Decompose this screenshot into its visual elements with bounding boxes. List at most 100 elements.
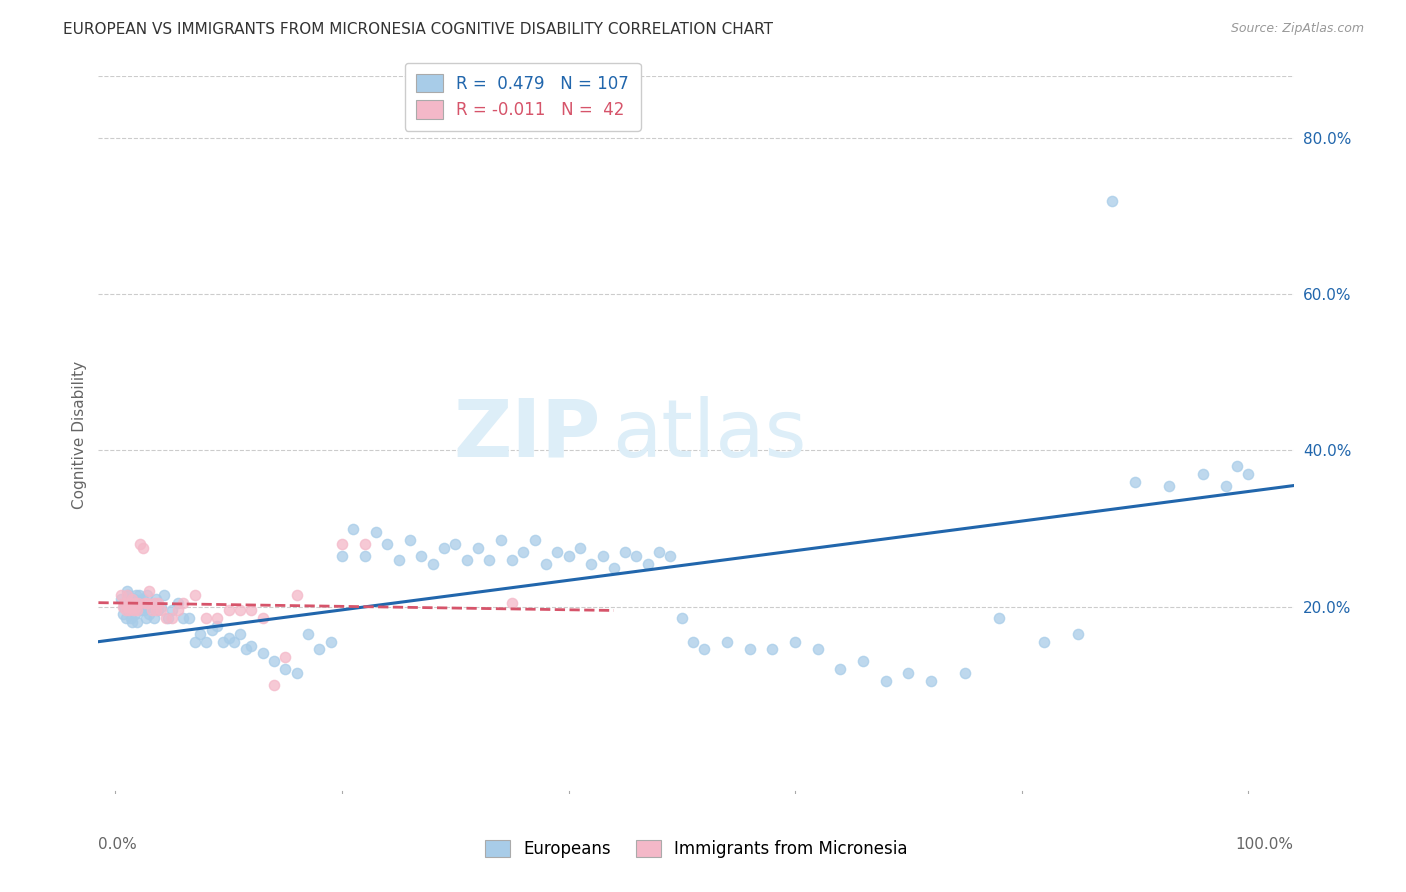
Point	[120, 599, 142, 614]
Point	[478, 552, 501, 567]
Point	[467, 541, 489, 555]
Point	[603, 560, 626, 574]
Point	[592, 549, 614, 563]
Point	[148, 603, 170, 617]
Point	[512, 545, 534, 559]
Point	[112, 599, 135, 614]
Point	[252, 646, 274, 660]
Point	[235, 642, 257, 657]
Text: atlas: atlas	[613, 396, 807, 474]
Point	[920, 673, 942, 688]
Point	[319, 634, 342, 648]
Point	[141, 603, 163, 617]
Point	[195, 634, 218, 648]
Point	[830, 662, 852, 676]
Point	[138, 607, 160, 622]
Point	[128, 588, 150, 602]
Point	[172, 596, 194, 610]
Point	[1157, 478, 1180, 492]
Point	[637, 557, 659, 571]
Point	[1226, 458, 1249, 473]
Point	[129, 537, 152, 551]
Point	[375, 537, 398, 551]
Point	[557, 549, 579, 563]
Point	[388, 552, 411, 567]
Point	[263, 654, 285, 668]
Text: Source: ZipAtlas.com: Source: ZipAtlas.com	[1230, 22, 1364, 36]
Point	[155, 611, 177, 625]
Point	[1123, 475, 1146, 489]
Point	[195, 611, 218, 625]
Point	[160, 603, 183, 617]
Point	[1067, 627, 1090, 641]
Point	[118, 603, 141, 617]
Point	[330, 537, 353, 551]
Point	[127, 599, 149, 614]
Point	[124, 607, 146, 622]
Point	[738, 642, 761, 657]
Point	[145, 591, 167, 606]
Point	[263, 678, 285, 692]
Legend: Europeans, Immigrants from Micronesia: Europeans, Immigrants from Micronesia	[478, 833, 914, 864]
Point	[614, 545, 637, 559]
Point	[201, 623, 224, 637]
Point	[177, 611, 200, 625]
Point	[142, 596, 165, 610]
Point	[129, 596, 152, 610]
Point	[135, 611, 157, 625]
Point	[207, 619, 229, 633]
Point	[149, 599, 172, 614]
Point	[659, 549, 682, 563]
Point	[136, 588, 159, 602]
Point	[353, 549, 375, 563]
Point	[953, 665, 976, 680]
Point	[875, 673, 897, 688]
Point	[114, 599, 136, 614]
Point	[534, 557, 557, 571]
Point	[131, 541, 153, 555]
Point	[183, 634, 205, 648]
Point	[489, 533, 512, 548]
Point	[648, 545, 671, 559]
Point	[411, 549, 433, 563]
Y-axis label: Cognitive Disability: Cognitive Disability	[72, 360, 87, 509]
Point	[1033, 634, 1056, 648]
Point	[1215, 478, 1237, 492]
Point	[693, 642, 716, 657]
Point	[229, 627, 252, 641]
Point	[120, 599, 142, 614]
Point	[166, 596, 188, 610]
Point	[125, 615, 148, 630]
Point	[1101, 194, 1123, 208]
Point	[308, 642, 330, 657]
Point	[114, 611, 136, 625]
Point	[138, 583, 160, 598]
Text: EUROPEAN VS IMMIGRANTS FROM MICRONESIA COGNITIVE DISABILITY CORRELATION CHART: EUROPEAN VS IMMIGRANTS FROM MICRONESIA C…	[63, 22, 773, 37]
Point	[229, 603, 252, 617]
Point	[456, 552, 478, 567]
Point	[125, 603, 148, 617]
Point	[626, 549, 648, 563]
Point	[399, 533, 422, 548]
Point	[433, 541, 456, 555]
Point	[115, 583, 138, 598]
Point	[422, 557, 444, 571]
Point	[1192, 467, 1215, 481]
Point	[252, 611, 274, 625]
Point	[501, 596, 523, 610]
Point	[682, 634, 704, 648]
Point	[183, 588, 205, 602]
Point	[114, 603, 136, 617]
Point	[114, 596, 136, 610]
Point	[124, 596, 146, 610]
Point	[156, 611, 179, 625]
Point	[568, 541, 591, 555]
Point	[240, 639, 263, 653]
Point	[671, 611, 693, 625]
Point	[118, 603, 141, 617]
Point	[897, 665, 920, 680]
Point	[297, 627, 319, 641]
Point	[523, 533, 546, 548]
Point	[579, 557, 602, 571]
Point	[110, 588, 132, 602]
